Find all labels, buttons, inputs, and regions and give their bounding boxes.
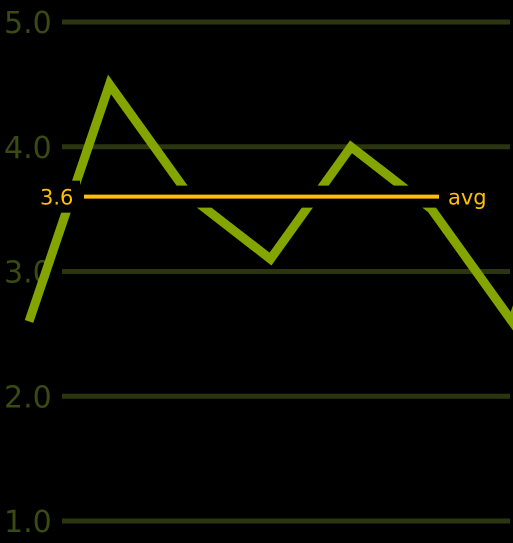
average-value-label-bg [36, 180, 80, 213]
series-lines [24, 74, 513, 331]
average-value-label: 3.6 [40, 186, 73, 210]
average-name-label-bg [442, 180, 498, 213]
y-tick-label: 1.0 [4, 505, 52, 540]
average-reference: 3.6 avg [36, 180, 498, 213]
grid-lines [62, 19, 510, 524]
average-name-label: avg [448, 186, 487, 210]
series-line [24, 74, 513, 331]
y-tick-label: 2.0 [4, 380, 52, 415]
y-tick-label: 5.0 [4, 6, 52, 41]
y-tick-label: 4.0 [4, 131, 52, 166]
